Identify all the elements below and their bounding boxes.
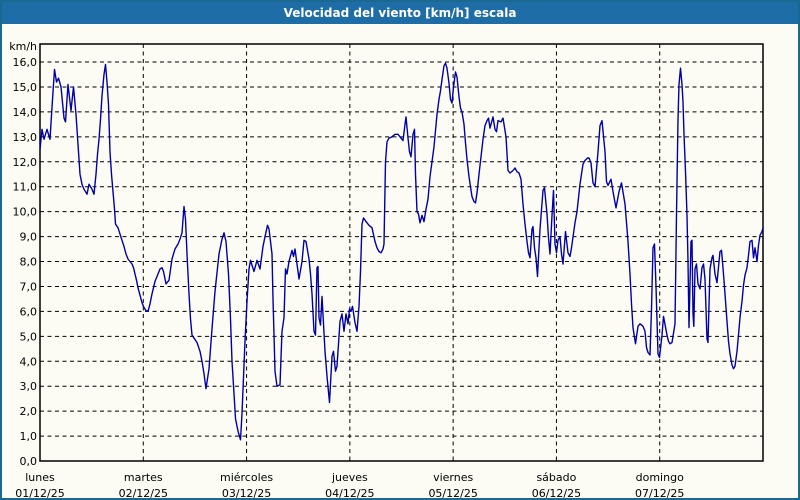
x-tick-day-label: miércoles <box>220 471 273 484</box>
x-tick-day-label: sábado <box>536 471 576 484</box>
x-tick-date-label: 01/12/25 <box>15 487 64 500</box>
y-tick-label: 7,0 <box>20 280 38 293</box>
y-tick-label: 16,0 <box>13 56 38 69</box>
y-tick-label: 8,0 <box>20 256 38 269</box>
plot-border <box>39 43 764 462</box>
x-tick-day-label: jueves <box>331 471 368 484</box>
x-tick-day-label: lunes <box>25 471 55 484</box>
y-tick-label: 9,0 <box>20 231 38 244</box>
x-tick-date-label: 07/12/25 <box>635 487 684 500</box>
y-tick-label: 15,0 <box>13 81 38 94</box>
x-tick-day-label: martes <box>124 471 163 484</box>
y-tick-label: 11,0 <box>13 181 38 194</box>
window-titlebar: Velocidad del viento [km/h] escala <box>2 2 798 24</box>
wind-speed-line <box>39 62 764 441</box>
x-tick-day-label: viernes <box>433 471 473 484</box>
y-tick-label: 6,0 <box>20 305 38 318</box>
y-tick-label: 2,0 <box>20 405 38 418</box>
window-title: Velocidad del viento [km/h] escala <box>283 6 517 20</box>
y-tick-label: 1,0 <box>20 430 38 443</box>
y-tick-label: 0,0 <box>20 455 38 468</box>
x-tick-date-label: 04/12/25 <box>325 487 374 500</box>
x-tick-date-label: 03/12/25 <box>222 487 271 500</box>
y-tick-label: 10,0 <box>13 206 38 219</box>
y-axis-unit-label: km/h <box>9 40 37 53</box>
x-tick-day-label: domingo <box>636 471 684 484</box>
x-tick-date-label: 05/12/25 <box>428 487 477 500</box>
y-tick-label: 3,0 <box>20 380 38 393</box>
y-tick-label: 14,0 <box>13 106 38 119</box>
y-tick-label: 12,0 <box>13 156 38 169</box>
y-tick-label: 13,0 <box>13 131 38 144</box>
y-tick-label: 4,0 <box>20 355 38 368</box>
x-tick-date-label: 06/12/25 <box>532 487 581 500</box>
x-tick-date-label: 02/12/25 <box>119 487 168 500</box>
y-tick-label: 5,0 <box>20 330 38 343</box>
